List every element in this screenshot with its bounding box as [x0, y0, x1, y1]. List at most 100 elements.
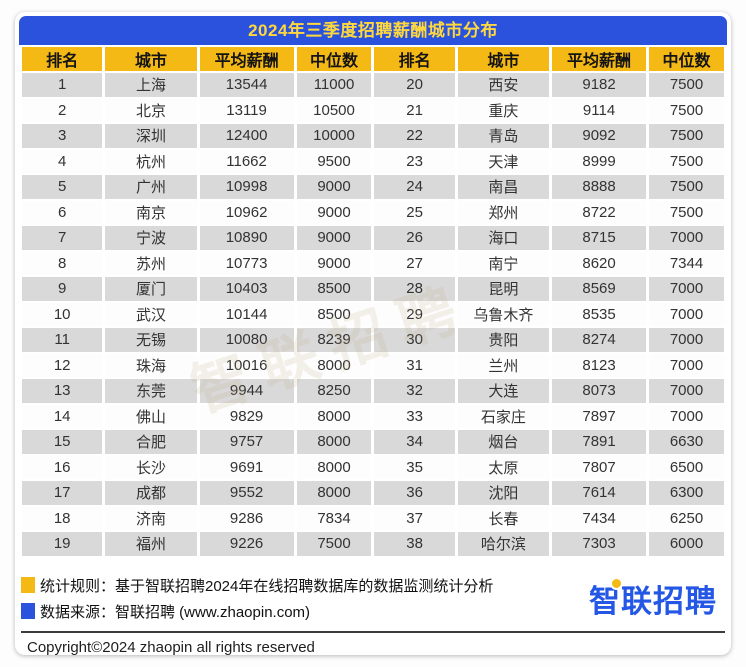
cell-rank: 29: [374, 302, 455, 326]
cell-median: 9000: [296, 251, 372, 275]
logo-text: 智联招聘: [589, 583, 717, 619]
cell-average-salary: 8888: [552, 175, 647, 199]
cell-median: 7000: [649, 379, 724, 403]
cell-rank: 14: [22, 404, 103, 428]
cell-median: 6630: [649, 430, 724, 454]
cell-median: 7500: [649, 175, 724, 199]
cell-median: 7344: [649, 251, 724, 275]
cell-average-salary: 7303: [552, 532, 647, 556]
cell-rank: 5: [22, 175, 103, 199]
divider: [21, 630, 725, 633]
column-header-row: 排名 城市 平均薪酬 中位数 排名 城市 平均薪酬 中位数: [22, 47, 724, 71]
cell-average-salary: 10403: [199, 277, 294, 301]
column-header-median: 中位数: [649, 47, 724, 71]
cell-city: 南昌: [457, 175, 550, 199]
cell-rank: 33: [374, 404, 455, 428]
cell-city: 长沙: [105, 455, 197, 479]
cell-median: 9500: [296, 149, 372, 173]
cell-average-salary: 9286: [199, 506, 294, 530]
cell-rank: 7: [22, 226, 103, 250]
cell-city: 北京: [105, 98, 197, 122]
cell-city: 沈阳: [457, 481, 550, 505]
cell-rank: 9: [22, 277, 103, 301]
cell-median: 6300: [649, 481, 724, 505]
cell-city: 青岛: [457, 124, 550, 148]
cell-median: 7500: [649, 200, 724, 224]
column-header-city: 城市: [457, 47, 550, 71]
cell-city: 太原: [457, 455, 550, 479]
cell-city: 成都: [105, 481, 197, 505]
table-row: 10 武汉 10144 8500 29 乌鲁木齐 8535 7000: [22, 302, 724, 326]
cell-city: 兰州: [457, 353, 550, 377]
legend-line: 数据来源：智联招聘 (www.zhaopin.com): [21, 601, 493, 622]
cell-median: 7000: [649, 277, 724, 301]
cell-city: 苏州: [105, 251, 197, 275]
cell-city: 西安: [457, 73, 550, 97]
cell-rank: 16: [22, 455, 103, 479]
cell-rank: 37: [374, 506, 455, 530]
cell-median: 9000: [296, 200, 372, 224]
cell-median: 6250: [649, 506, 724, 530]
cell-median: 7834: [296, 506, 372, 530]
table-row: 1 上海 13544 11000 20 西安 9182 7500: [22, 73, 724, 97]
table-row: 6 南京 10962 9000 25 郑州 8722 7500: [22, 200, 724, 224]
table-row: 8 苏州 10773 9000 27 南宁 8620 7344: [22, 251, 724, 275]
cell-city: 贵阳: [457, 328, 550, 352]
cell-average-salary: 9182: [552, 73, 647, 97]
cell-city: 佛山: [105, 404, 197, 428]
cell-median: 8000: [296, 404, 372, 428]
cell-median: 8000: [296, 481, 372, 505]
table-row: 2 北京 13119 10500 21 重庆 9114 7500: [22, 98, 724, 122]
legend-text: 数据来源：智联招聘 (www.zhaopin.com): [40, 603, 311, 621]
salary-table: 排名 城市 平均薪酬 中位数 排名 城市 平均薪酬 中位数 1 上海 13544 11000 20 西安…: [19, 45, 727, 558]
cell-city: 大连: [457, 379, 550, 403]
cell-rank: 2: [22, 98, 103, 122]
cell-rank: 1: [22, 73, 103, 97]
legend: 统计规则：基于智联招聘2024年在线招聘数据库的数据监测统计分析 数据来源：智联招…: [21, 575, 493, 622]
cell-city: 重庆: [457, 98, 550, 122]
cell-rank: 20: [374, 73, 455, 97]
cell-average-salary: 8123: [552, 353, 647, 377]
cell-average-salary: 9092: [552, 124, 647, 148]
column-header-average-salary: 平均薪酬: [552, 47, 647, 71]
cell-rank: 4: [22, 149, 103, 173]
cell-rank: 13: [22, 379, 103, 403]
legend-text: 统计规则：基于智联招聘2024年在线招聘数据库的数据监测统计分析: [40, 577, 494, 595]
table-row: 5 广州 10998 9000 24 南昌 8888 7500: [22, 175, 724, 199]
cell-city: 天津: [457, 149, 550, 173]
cell-average-salary: 8999: [552, 149, 647, 173]
cell-city: 深圳: [105, 124, 197, 148]
cell-city: 长春: [457, 506, 550, 530]
cell-city: 厦门: [105, 277, 197, 301]
column-header-average-salary: 平均薪酬: [199, 47, 294, 71]
table-row: 18 济南 9286 7834 37 长春 7434 6250: [22, 506, 724, 530]
table-row: 16 长沙 9691 8000 35 太原 7807 6500: [22, 455, 724, 479]
cell-rank: 18: [22, 506, 103, 530]
zhaopin-logo: 智联招聘: [589, 576, 717, 621]
cell-average-salary: 9691: [199, 455, 294, 479]
column-header-rank: 排名: [374, 47, 455, 71]
cell-average-salary: 10080: [199, 328, 294, 352]
cell-median: 7500: [296, 532, 372, 556]
cell-median: 7000: [649, 302, 724, 326]
cell-rank: 8: [22, 251, 103, 275]
cell-city: 武汉: [105, 302, 197, 326]
cell-average-salary: 7434: [552, 506, 647, 530]
cell-rank: 25: [374, 200, 455, 224]
cell-average-salary: 8620: [552, 251, 647, 275]
cell-rank: 17: [22, 481, 103, 505]
column-header-city: 城市: [105, 47, 197, 71]
cell-average-salary: 8073: [552, 379, 647, 403]
cell-city: 福州: [105, 532, 197, 556]
cell-average-salary: 8722: [552, 200, 647, 224]
cell-city: 济南: [105, 506, 197, 530]
cell-city: 无锡: [105, 328, 197, 352]
cell-rank: 32: [374, 379, 455, 403]
legend-swatch-icon: [21, 603, 35, 619]
cell-median: 10500: [296, 98, 372, 122]
cell-average-salary: 9829: [199, 404, 294, 428]
cell-average-salary: 9757: [199, 430, 294, 454]
cell-rank: 35: [374, 455, 455, 479]
copyright: Copyright©2024 zhaopin all rights reserv…: [27, 638, 315, 656]
cell-median: 8239: [296, 328, 372, 352]
